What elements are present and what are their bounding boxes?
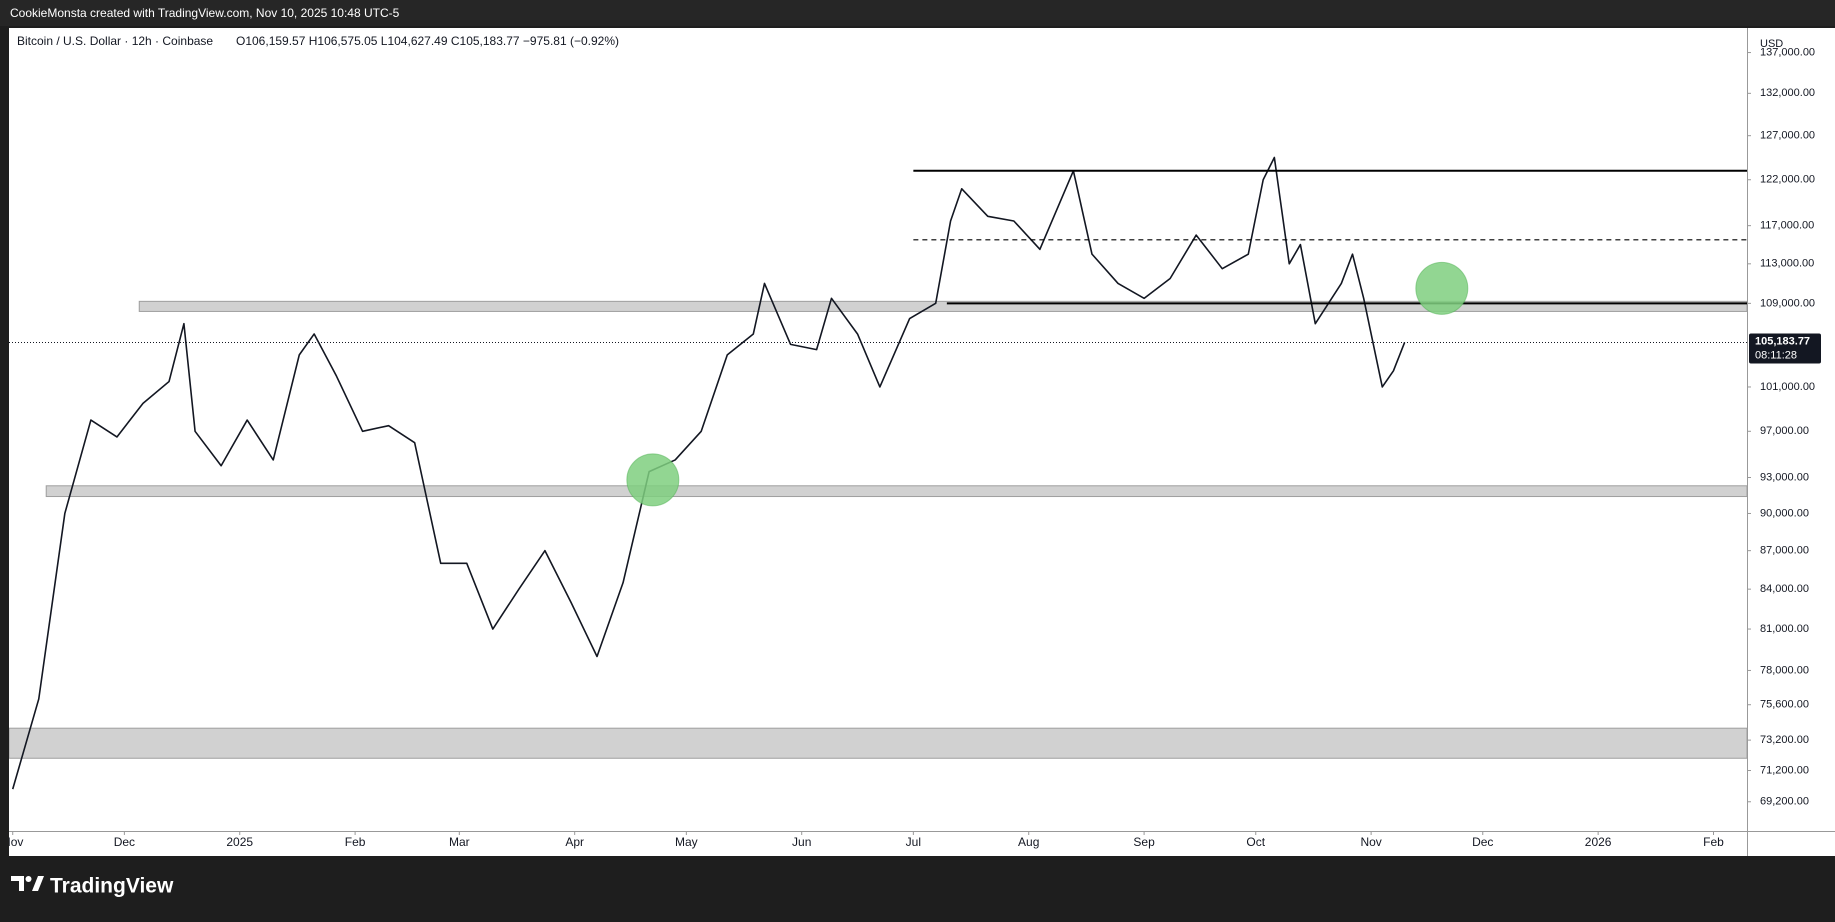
x-tick-label: Apr [565, 835, 584, 849]
y-tick-label: 122,000.00 [1760, 174, 1815, 186]
brand: TradingView [50, 875, 174, 898]
currency: USD [1760, 38, 1783, 50]
logo-shape [32, 876, 44, 891]
x-tick-label: 2025 [226, 835, 253, 849]
x-tick-label: Dec [114, 835, 135, 849]
logo-shape [11, 876, 24, 891]
y-tick-label: 132,000.00 [1760, 87, 1815, 99]
y-tick-label: 127,000.00 [1760, 130, 1815, 142]
marker-circle [1415, 261, 1469, 315]
y-tick-label: 97,000.00 [1760, 425, 1809, 437]
x-tick-label: Feb [1703, 835, 1724, 849]
y-tick-label: 137,000.00 [1760, 46, 1815, 58]
y-tick-label: 87,000.00 [1760, 545, 1809, 557]
header-text: CookieMonsta created with TradingView.co… [10, 6, 400, 20]
logo-dot [25, 876, 32, 882]
x-tick-label: Oct [1246, 835, 1265, 849]
price-label: 105,183.77 [1755, 335, 1810, 347]
y-tick-label: 101,000.00 [1760, 381, 1815, 393]
x-tick-label: Mar [449, 835, 470, 849]
y-tick-label: 71,200.00 [1760, 764, 1809, 776]
time-axis: Nov Dec 2025 Feb Mar Apr May Jun Jul Aug Sep Oct Nov… [2, 831, 1724, 849]
x-tick-label: Aug [1018, 835, 1039, 849]
x-tick-label: Feb [345, 835, 366, 849]
y-tick-label: 113,000.00 [1760, 258, 1814, 270]
y-tick-label: 90,000.00 [1760, 507, 1809, 519]
x-tick-label: Jun [792, 835, 811, 849]
legend-ohlc: O106,159.57 H106,575.05 L104,627.49 C105… [236, 34, 619, 48]
legend-bg [14, 32, 614, 50]
x-tick-label: Jul [906, 835, 921, 849]
zone [45, 485, 1747, 498]
x-tick-label: Dec [1472, 835, 1493, 849]
x-tick-label: 2026 [1585, 835, 1612, 849]
y-tick-label: 75,600.00 [1760, 699, 1809, 711]
price-label-box [1749, 333, 1821, 364]
countdown: 08:11:28 [1755, 349, 1797, 361]
y-tick-label: 73,200.00 [1760, 734, 1809, 746]
chart-area [9, 28, 1835, 856]
plot [9, 156, 1747, 790]
y-tick-label: 93,000.00 [1760, 471, 1809, 483]
marker-circle [626, 453, 680, 507]
header-bar [0, 0, 1835, 26]
y-tick-label: 109,000.00 [1760, 297, 1815, 309]
x-tick-label: Sep [1133, 835, 1155, 849]
brand-logo [11, 876, 44, 891]
x-tick-label: Nov [1360, 835, 1381, 849]
zone [138, 300, 1747, 312]
y-tick-label: 78,000.00 [1760, 664, 1809, 676]
y-tick-label: 84,000.00 [1760, 583, 1809, 595]
y-tick-label: 81,000.00 [1760, 623, 1809, 635]
x-tick-label: May [675, 835, 698, 849]
price-line [11, 156, 1406, 790]
zone [9, 727, 1747, 759]
x-tick-label: Nov [2, 835, 23, 849]
y-tick-label: 117,000.00 [1760, 220, 1814, 232]
y-tick-label: 69,200.00 [1760, 796, 1809, 808]
legend-title: Bitcoin / U.S. Dollar · 12h · Coinbase [17, 34, 213, 48]
